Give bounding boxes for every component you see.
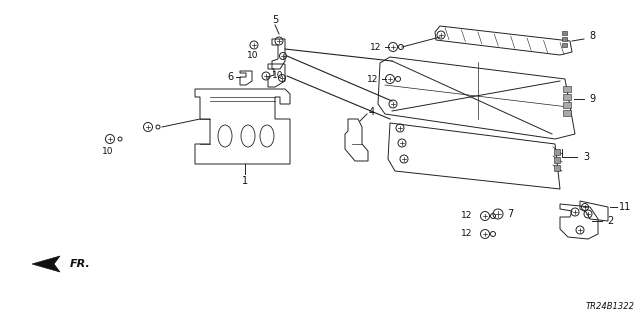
Text: 3: 3 (583, 152, 589, 162)
Bar (563, 86, 571, 92)
Bar (562, 31, 567, 35)
Text: 7: 7 (507, 209, 513, 219)
Text: 9: 9 (589, 94, 595, 104)
Text: 6: 6 (227, 72, 233, 82)
Bar (563, 110, 571, 116)
Bar (554, 157, 560, 163)
Bar (554, 165, 560, 171)
Bar (554, 149, 560, 155)
Bar (563, 94, 571, 100)
Text: 12: 12 (367, 75, 379, 84)
Bar (563, 102, 571, 108)
Text: FR.: FR. (70, 259, 91, 269)
Polygon shape (32, 256, 60, 272)
Bar (562, 43, 567, 47)
Text: 1: 1 (242, 176, 248, 186)
Text: 10: 10 (272, 71, 284, 80)
Text: 2: 2 (607, 216, 613, 226)
Text: 8: 8 (589, 31, 595, 41)
Text: TR24B1322: TR24B1322 (586, 302, 635, 311)
Bar (562, 37, 567, 41)
Text: 12: 12 (461, 229, 473, 239)
Text: 10: 10 (247, 50, 259, 60)
Text: 12: 12 (461, 211, 473, 220)
Text: 10: 10 (102, 147, 114, 157)
Text: 4: 4 (369, 107, 375, 117)
Text: 5: 5 (272, 15, 278, 25)
Text: 12: 12 (371, 42, 381, 51)
Text: 11: 11 (619, 202, 631, 212)
